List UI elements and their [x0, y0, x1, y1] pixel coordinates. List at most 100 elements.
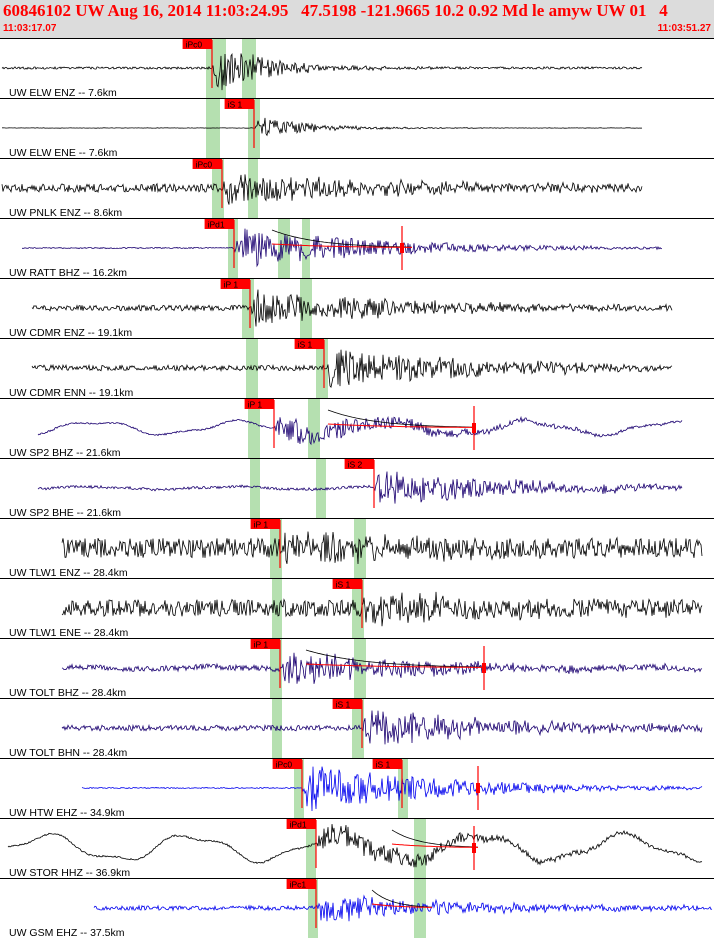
waveform-trace — [37, 415, 683, 446]
pick-label-box — [250, 639, 280, 649]
analysis-window-band — [248, 398, 260, 458]
waveform-trace — [1, 52, 643, 91]
station-label: UW PNLK ENZ -- 8.6km — [9, 207, 122, 219]
pick-label-box — [224, 99, 254, 109]
analysis-window-band — [248, 158, 258, 218]
phase-pick[interactable]: iS 1 — [332, 579, 363, 628]
coda-fit-curve — [371, 903, 433, 908]
analysis-window-band — [302, 218, 310, 278]
waveform-trace — [61, 591, 703, 627]
phase-pick[interactable]: iS 1 — [224, 99, 255, 148]
station-label: UW STOR HHZ -- 36.9km — [9, 867, 130, 879]
pick-label-box — [372, 759, 402, 769]
analysis-window-band — [250, 458, 260, 518]
analysis-window-band — [306, 818, 316, 878]
pick-label: iS 1 — [336, 580, 351, 590]
event-title: 60846102 UW Aug 16, 2014 11:03:24.95 47.… — [3, 1, 668, 20]
phase-pick[interactable]: iPd1 — [286, 819, 317, 868]
pick-label-box — [204, 219, 234, 229]
pick-label-box — [286, 879, 316, 889]
phase-pick[interactable]: iP 1 — [244, 399, 275, 448]
phase-pick[interactable]: iPc0 — [182, 39, 213, 88]
waveform-trace — [37, 471, 683, 504]
pick-label: iPc0 — [196, 160, 213, 170]
pick-label-box — [192, 159, 222, 169]
coda-decay-curve — [371, 889, 433, 908]
waveform-trace — [93, 894, 713, 922]
station-label: UW SP2 BHZ -- 21.6km — [9, 447, 121, 459]
phase-pick[interactable]: iS 2 — [344, 459, 375, 508]
phase-pick[interactable]: iP 1 — [220, 279, 251, 328]
phase-pick[interactable]: iS 1 — [332, 699, 363, 748]
analysis-window-band — [354, 638, 366, 698]
waveform-trace — [1, 174, 643, 205]
waveform-trace — [1, 117, 643, 137]
coda-end-marker[interactable] — [400, 226, 404, 270]
phase-pick[interactable]: iS 1 — [372, 759, 403, 808]
waveform-trace — [61, 652, 703, 684]
station-label: UW TOLT BHN -- 28.4km — [9, 747, 127, 759]
pick-label: iS 2 — [348, 460, 363, 470]
analysis-window-band — [212, 158, 224, 218]
coda-fit-curve — [391, 843, 479, 848]
waveform-trace — [61, 710, 703, 745]
analysis-window-band — [272, 698, 282, 758]
phase-pick[interactable]: iP 1 — [250, 519, 281, 568]
pick-label-box — [294, 339, 324, 349]
coda-fit-curve — [327, 423, 473, 428]
coda-end-handle — [472, 423, 476, 433]
phase-pick[interactable]: iP 1 — [250, 639, 281, 688]
phase-pick[interactable]: iPd1 — [204, 219, 235, 268]
pick-label-box — [286, 819, 316, 829]
analysis-window-band — [414, 818, 426, 878]
pick-label-box — [250, 519, 280, 529]
pick-label: iP 1 — [248, 400, 263, 410]
pick-label: iS 1 — [336, 700, 351, 710]
station-label: UW CDMR ENN -- 19.1km — [9, 387, 134, 399]
waveform-trace — [81, 766, 703, 812]
seismogram-panel: iPc0 iS 1 iPc0 iPd1 iP 1 iS 1 iP 1 iS 2 iP 1 iS 1… — [0, 38, 714, 938]
station-label: UW RATT BHZ -- 16.2km — [9, 267, 127, 279]
pick-label-box — [220, 279, 250, 289]
phase-pick[interactable]: iS 1 — [294, 339, 325, 388]
waveform-trace — [31, 289, 673, 327]
station-label: UW TLW1 ENE -- 28.4km — [9, 627, 128, 639]
station-label: UW HTW EHZ -- 34.9km — [9, 807, 125, 819]
analysis-window-band — [246, 338, 258, 398]
coda-end-handle — [476, 783, 480, 793]
pick-label: iS 1 — [298, 340, 313, 350]
coda-fit-curve — [305, 663, 487, 668]
pick-label: iPc1 — [290, 880, 307, 890]
pick-label-box — [332, 579, 362, 589]
coda-end-handle — [400, 243, 404, 253]
pick-label-box — [344, 459, 374, 469]
waveform-trace — [7, 824, 703, 868]
pick-label: iPc0 — [186, 40, 203, 50]
pick-label: iS 1 — [376, 760, 391, 770]
phase-pick[interactable]: iPc0 — [272, 759, 303, 808]
coda-decay-curve — [271, 229, 412, 248]
analysis-window-band — [242, 278, 254, 338]
record-header: 60846102 UW Aug 16, 2014 11:03:24.95 47.… — [0, 0, 714, 38]
phase-pick[interactable]: iPc1 — [286, 879, 317, 928]
analysis-window-band — [398, 758, 408, 818]
station-label: UW ELW ENE -- 7.6km — [9, 147, 118, 159]
end-time-label: 11:03:51.27 — [657, 23, 711, 34]
station-label: UW ELW ENZ -- 7.6km — [9, 87, 117, 99]
pick-label: iS 1 — [228, 100, 243, 110]
pick-label-box — [332, 699, 362, 709]
pick-label-box — [244, 399, 274, 409]
coda-end-marker[interactable] — [472, 826, 476, 870]
coda-fit-curve — [271, 243, 413, 248]
waveform-trace — [22, 228, 663, 268]
coda-end-marker[interactable] — [476, 766, 480, 810]
analysis-window-band — [206, 38, 226, 98]
coda-decay-curve — [327, 409, 472, 428]
start-time-label: 11:03:17.07 — [3, 23, 57, 34]
phase-pick[interactable]: iPc0 — [192, 159, 223, 208]
pick-label: iP 1 — [254, 640, 269, 650]
pick-label-box — [182, 39, 212, 49]
station-label: UW CDMR ENZ -- 19.1km — [9, 327, 132, 339]
coda-end-marker[interactable] — [472, 406, 476, 450]
coda-end-marker[interactable] — [482, 646, 486, 690]
